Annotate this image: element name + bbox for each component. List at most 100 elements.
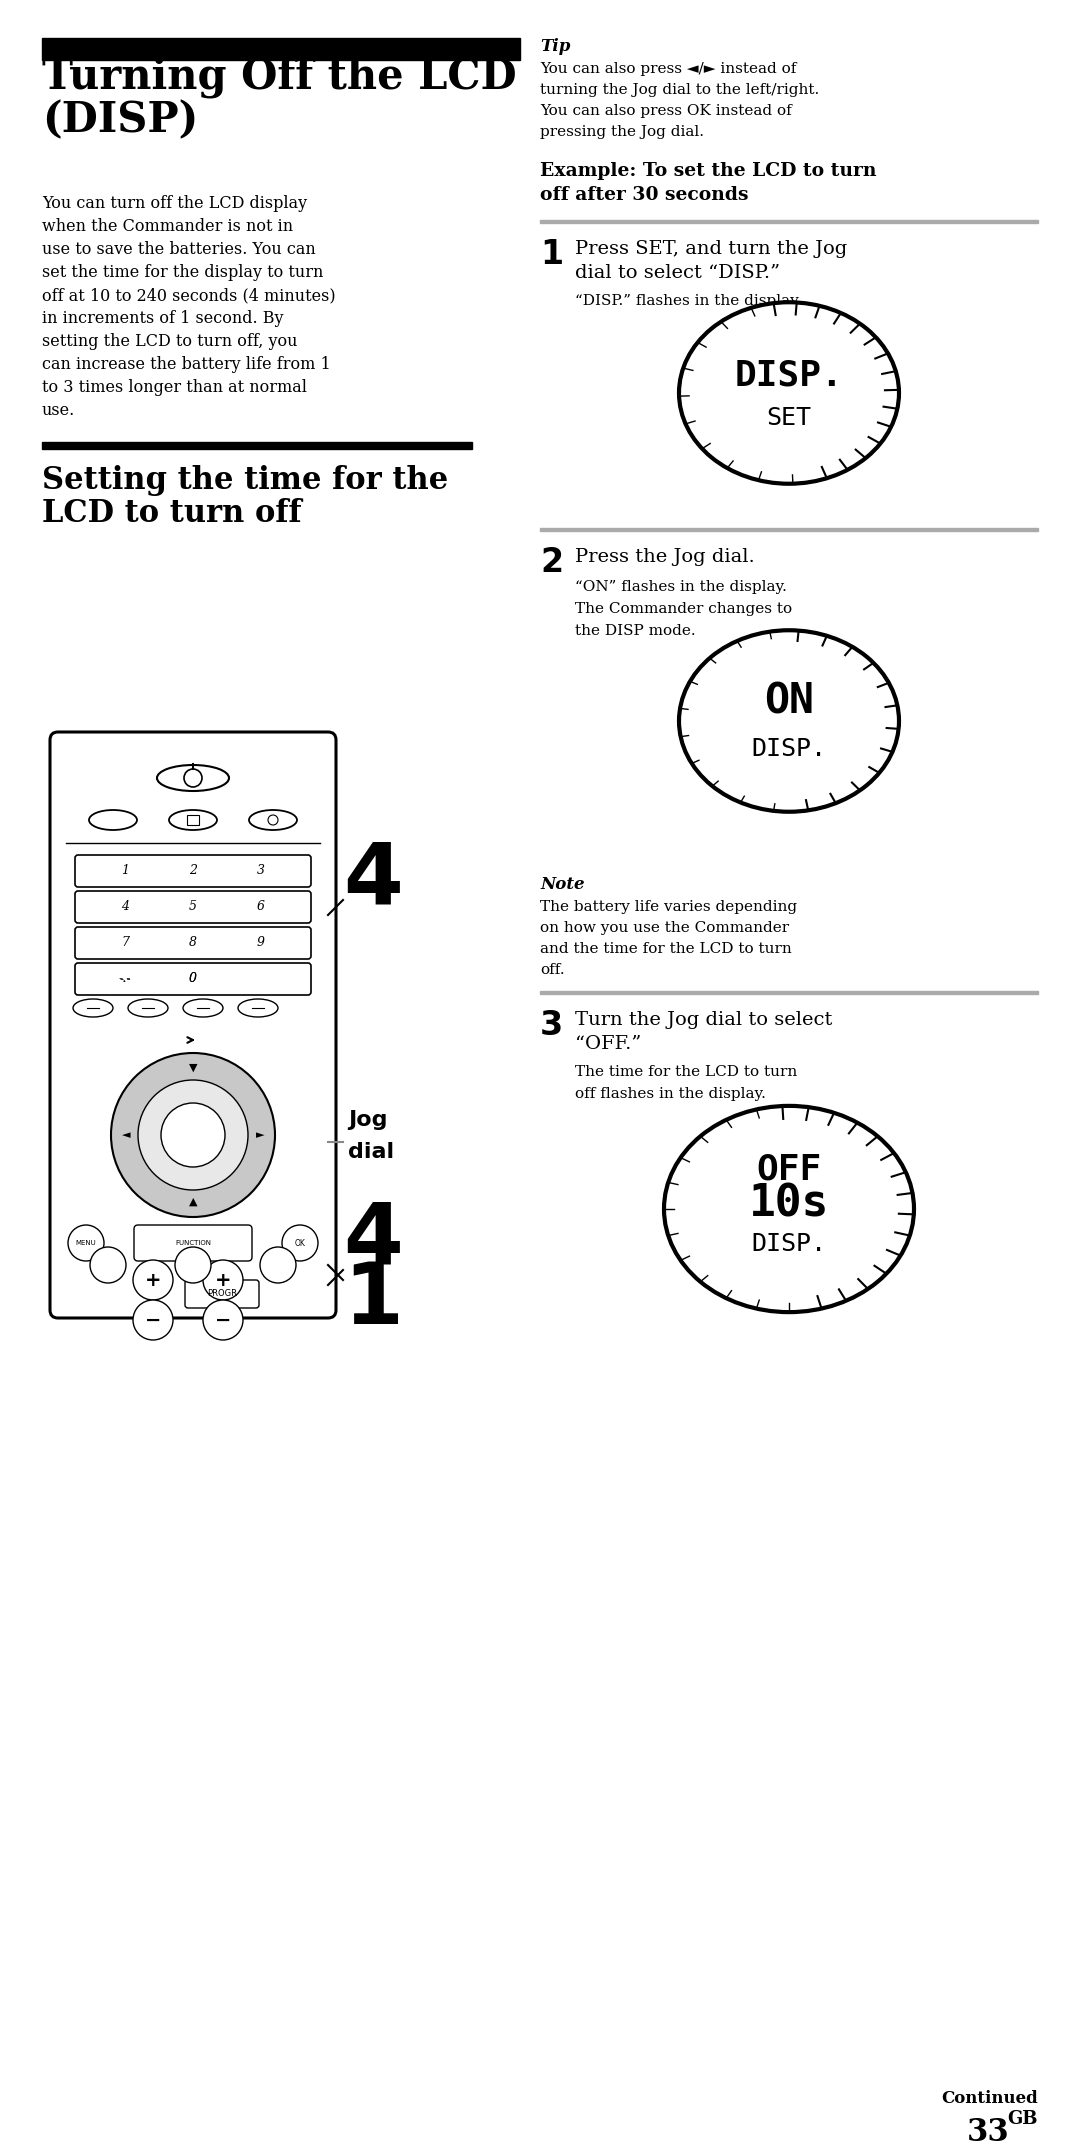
Text: DISP.: DISP.: [734, 358, 843, 392]
Text: use to save the batteries. You can: use to save the batteries. You can: [42, 241, 315, 259]
Text: 4: 4: [343, 1198, 403, 1282]
Text: Press the Jog dial.: Press the Jog dial.: [575, 547, 755, 567]
Text: OFF: OFF: [756, 1153, 822, 1185]
Ellipse shape: [238, 1000, 278, 1017]
Text: off after 30 seconds: off after 30 seconds: [540, 185, 748, 205]
Ellipse shape: [157, 765, 229, 791]
Text: 8: 8: [189, 937, 197, 950]
Text: dial: dial: [348, 1142, 394, 1162]
Text: Turn the Jog dial to select: Turn the Jog dial to select: [575, 1011, 833, 1028]
Text: can increase the battery life from 1: can increase the battery life from 1: [42, 356, 330, 373]
Text: ◄: ◄: [122, 1129, 131, 1140]
Circle shape: [203, 1299, 243, 1340]
Text: SET: SET: [767, 405, 811, 431]
Text: FUNCTION: FUNCTION: [175, 1239, 211, 1246]
Circle shape: [133, 1261, 173, 1299]
Text: ▲: ▲: [189, 1196, 198, 1207]
Text: Example: To set the LCD to turn: Example: To set the LCD to turn: [540, 162, 877, 181]
Text: You can turn off the LCD display: You can turn off the LCD display: [42, 194, 307, 211]
Circle shape: [260, 1248, 296, 1282]
Text: “OFF.”: “OFF.”: [575, 1034, 642, 1054]
Text: 2: 2: [189, 864, 197, 877]
Text: ON: ON: [764, 681, 814, 722]
Text: 7: 7: [121, 937, 129, 950]
Text: OK: OK: [295, 1239, 306, 1248]
Text: dial to select “DISP.”: dial to select “DISP.”: [575, 265, 780, 282]
FancyBboxPatch shape: [75, 890, 311, 922]
Text: 33: 33: [968, 2116, 1010, 2149]
Ellipse shape: [73, 1000, 113, 1017]
Bar: [540, 220, 1038, 222]
Circle shape: [111, 1054, 275, 1218]
Bar: [42, 39, 519, 60]
Text: 2: 2: [540, 545, 563, 580]
Text: 6: 6: [257, 901, 265, 914]
Ellipse shape: [679, 302, 899, 483]
Text: Note: Note: [540, 875, 584, 892]
Text: 1: 1: [343, 1259, 403, 1343]
FancyBboxPatch shape: [75, 963, 311, 996]
Text: off.: off.: [540, 963, 565, 976]
Ellipse shape: [249, 810, 297, 830]
Text: 5: 5: [189, 901, 197, 914]
Text: Setting the time for the
LCD to turn off: Setting the time for the LCD to turn off: [42, 465, 448, 530]
Text: +: +: [215, 1271, 231, 1289]
Text: DISP.: DISP.: [752, 1233, 826, 1256]
Circle shape: [68, 1224, 104, 1261]
Text: 0: 0: [189, 972, 197, 985]
Circle shape: [161, 1103, 225, 1168]
FancyBboxPatch shape: [75, 927, 311, 959]
Text: DISP.: DISP.: [752, 737, 826, 761]
Text: 0: 0: [189, 972, 197, 985]
Text: turning the Jog dial to the left/right.: turning the Jog dial to the left/right.: [540, 84, 820, 97]
Text: 4: 4: [343, 838, 403, 922]
Text: The time for the LCD to turn: The time for the LCD to turn: [575, 1065, 797, 1080]
Text: 3: 3: [257, 864, 265, 877]
Text: in increments of 1 second. By: in increments of 1 second. By: [42, 310, 283, 328]
Text: use.: use.: [42, 403, 76, 418]
Text: the DISP mode.: the DISP mode.: [575, 625, 696, 638]
Text: Press SET, and turn the Jog: Press SET, and turn the Jog: [575, 239, 847, 259]
Text: Jog: Jog: [348, 1110, 388, 1129]
Text: on how you use the Commander: on how you use the Commander: [540, 920, 789, 935]
Ellipse shape: [664, 1106, 914, 1312]
Circle shape: [133, 1299, 173, 1340]
Text: ►: ►: [256, 1129, 265, 1140]
Text: -.-: -.-: [119, 974, 131, 985]
Text: 10s: 10s: [748, 1183, 829, 1226]
Circle shape: [138, 1080, 248, 1190]
Bar: [540, 528, 1038, 530]
Text: PROGR: PROGR: [207, 1289, 237, 1299]
Text: 1: 1: [540, 237, 563, 272]
Text: set the time for the display to turn: set the time for the display to turn: [42, 265, 323, 280]
Text: -.-: -.-: [119, 972, 132, 985]
Text: off at 10 to 240 seconds (4 minutes): off at 10 to 240 seconds (4 minutes): [42, 287, 336, 304]
FancyBboxPatch shape: [134, 1224, 252, 1261]
Text: “ON” flashes in the display.: “ON” flashes in the display.: [575, 580, 787, 595]
Circle shape: [175, 1248, 211, 1282]
Text: “DISP.” flashes in the display.: “DISP.” flashes in the display.: [575, 293, 801, 308]
Text: −: −: [145, 1310, 161, 1330]
Circle shape: [184, 769, 202, 787]
Bar: [540, 991, 1038, 993]
Text: 4: 4: [121, 901, 129, 914]
Text: −: −: [215, 1310, 231, 1330]
Text: You can also press ◄/► instead of: You can also press ◄/► instead of: [540, 62, 796, 75]
Text: You can also press OK instead of: You can also press OK instead of: [540, 103, 792, 119]
Text: ▼: ▼: [189, 1062, 198, 1073]
Ellipse shape: [89, 810, 137, 830]
Circle shape: [90, 1248, 126, 1282]
Ellipse shape: [129, 1000, 168, 1017]
Text: The battery life varies depending: The battery life varies depending: [540, 901, 797, 914]
Ellipse shape: [168, 810, 217, 830]
Text: setting the LCD to turn off, you: setting the LCD to turn off, you: [42, 334, 297, 349]
Text: when the Commander is not in: when the Commander is not in: [42, 218, 293, 235]
Circle shape: [282, 1224, 318, 1261]
Text: 9: 9: [257, 937, 265, 950]
Text: Tip: Tip: [540, 39, 570, 56]
FancyBboxPatch shape: [50, 733, 336, 1319]
FancyBboxPatch shape: [185, 1280, 259, 1308]
Text: to 3 times longer than at normal: to 3 times longer than at normal: [42, 379, 307, 397]
Circle shape: [203, 1261, 243, 1299]
Text: and the time for the LCD to turn: and the time for the LCD to turn: [540, 942, 792, 957]
